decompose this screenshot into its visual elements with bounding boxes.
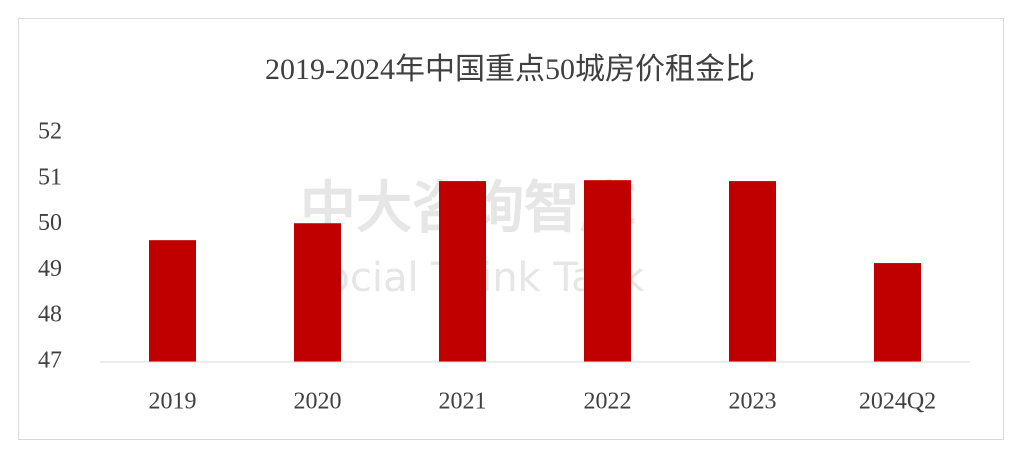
x-tick-label: 2020: [294, 389, 342, 415]
bar: [149, 240, 196, 362]
x-tick-label: 2024Q2: [859, 389, 936, 415]
x-tick-label: 2023: [729, 389, 777, 415]
y-tick-label: 51: [38, 164, 62, 190]
bar: [584, 180, 631, 362]
x-tick-label: 2022: [584, 389, 632, 415]
bar: [294, 223, 341, 362]
y-tick-label: 48: [38, 302, 62, 328]
y-tick-label: 52: [38, 119, 62, 145]
bar: [874, 263, 921, 362]
x-tick-label: 2021: [439, 389, 487, 415]
y-tick-label: 47: [38, 348, 62, 374]
y-tick-label: 50: [38, 210, 62, 236]
bar: [439, 181, 486, 362]
x-tick-label: 2019: [149, 389, 197, 415]
bar: [729, 181, 776, 362]
y-tick-label: 49: [38, 256, 62, 282]
chart-frame: [18, 18, 1004, 440]
chart-title: 2019-2024年中国重点50城房价租金比: [265, 53, 755, 86]
